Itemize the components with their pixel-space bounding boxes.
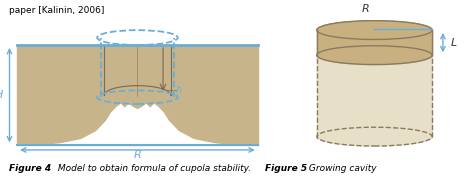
Ellipse shape [317, 46, 432, 64]
Polygon shape [104, 45, 171, 95]
Text: paper [Kalinin, 2006]: paper [Kalinin, 2006] [9, 6, 105, 15]
Polygon shape [48, 105, 227, 145]
Text: h: h [176, 85, 182, 95]
Ellipse shape [317, 127, 432, 146]
Text: Figure 4: Figure 4 [9, 164, 52, 173]
Text: Model to obtain formula of cupola stability.: Model to obtain formula of cupola stabil… [55, 164, 251, 173]
Bar [17, 45, 258, 145]
Text: Figure 5: Figure 5 [265, 164, 308, 173]
Bar [317, 30, 432, 137]
Text: L: L [451, 38, 457, 48]
Text: H: H [0, 90, 3, 100]
Text: R: R [134, 150, 141, 160]
Bar [317, 30, 432, 55]
Text: R: R [362, 4, 369, 14]
Text: Growing cavity: Growing cavity [306, 164, 376, 173]
Ellipse shape [317, 21, 432, 39]
